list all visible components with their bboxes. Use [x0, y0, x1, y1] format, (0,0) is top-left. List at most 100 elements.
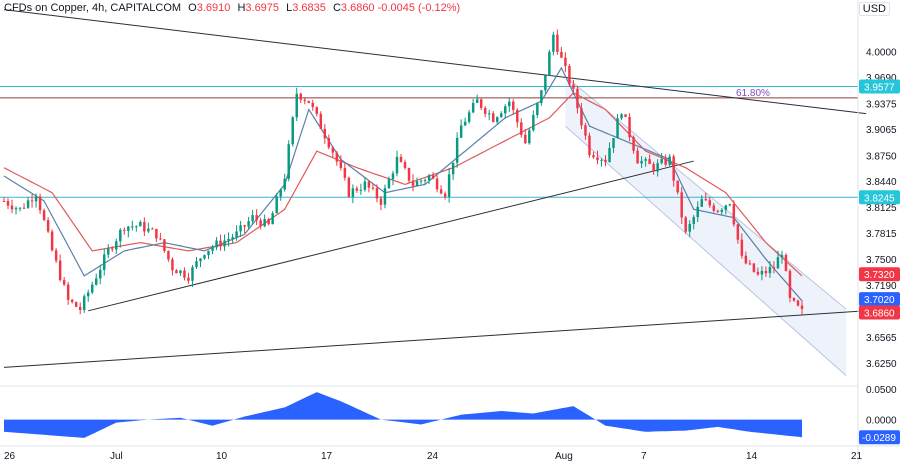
candle-body [788, 271, 792, 298]
trendline[interactable] [3, 310, 867, 368]
open-value: 3.6910 [196, 2, 231, 14]
high-value: 3.6975 [245, 2, 280, 14]
price-label-text: 3.9577 [864, 82, 895, 93]
candle-body [219, 240, 222, 247]
time-tick-label: Jul [110, 451, 123, 462]
candle-body [227, 238, 230, 241]
chart-header: CFDs on Copper, 4h, CAPITALCOM O3.6910 H… [4, 2, 460, 14]
price-label-text: 3.8245 [864, 193, 895, 204]
candle-body [239, 225, 242, 232]
candle-body [664, 158, 667, 165]
price-label-badge [859, 79, 900, 94]
candle-body [10, 205, 14, 210]
candle-body [34, 196, 38, 202]
candle-body [512, 101, 515, 110]
candle-body [78, 306, 82, 311]
time-tick-label: 14 [746, 451, 758, 462]
candle-body [796, 300, 800, 306]
candle-body [295, 93, 298, 118]
candle-body [708, 200, 712, 206]
price-label-badge [859, 190, 900, 205]
candle-body [740, 239, 744, 256]
candle-body [756, 271, 760, 275]
candle-body [99, 269, 102, 279]
candle-body [524, 134, 527, 144]
price-tick-label: 3.7190 [866, 281, 897, 292]
candle-body [780, 254, 784, 258]
candle-body [459, 125, 463, 138]
candle-body [572, 84, 575, 89]
price-tick-label: 3.6250 [866, 359, 897, 370]
candle-body [46, 220, 50, 232]
currency-button[interactable]: USD [858, 2, 890, 16]
candle-body [407, 168, 411, 181]
channel-fill [565, 76, 847, 376]
candle-body [54, 250, 58, 261]
candle-body [584, 125, 587, 136]
candle-body [111, 248, 114, 250]
candle-body [423, 180, 427, 182]
candle-body [359, 189, 363, 191]
candle-body [347, 177, 351, 197]
candle-body [580, 108, 583, 126]
candle-body [536, 103, 539, 116]
fib-level-label: 61.80% [736, 88, 770, 99]
candle-body [508, 101, 511, 107]
candle-body [528, 130, 531, 144]
candle-body [38, 196, 42, 211]
candle-body [776, 257, 780, 269]
oscillator-tick-label: 0.0500 [866, 385, 897, 396]
candle-body [748, 263, 752, 265]
candle-body [327, 138, 331, 148]
candle-body [784, 254, 788, 272]
candle-body [463, 121, 467, 126]
candle-body [612, 138, 615, 148]
candle-body [716, 210, 720, 212]
candle-body [267, 218, 270, 225]
candle-body [271, 213, 274, 225]
candle-body [351, 188, 355, 197]
candle-body [251, 215, 254, 222]
candle-body [74, 302, 78, 307]
candle-body [42, 210, 46, 221]
candle-body [291, 117, 294, 145]
channel-line[interactable] [565, 125, 847, 377]
candle-body [6, 201, 10, 206]
trendline[interactable] [3, 9, 867, 115]
candle-body [487, 113, 491, 115]
time-tick-label: 21 [851, 451, 863, 462]
price-tick-label: 3.9375 [866, 99, 897, 110]
candle-body [688, 223, 691, 232]
price-tick-label: 3.9690 [866, 73, 897, 84]
candle-body [14, 208, 18, 210]
candle-body [303, 99, 306, 101]
candle-body [379, 198, 383, 205]
candle-body [752, 263, 756, 272]
candle-body [692, 217, 695, 224]
candle-body [471, 102, 475, 113]
candle-body [26, 200, 30, 208]
candle-body [371, 187, 375, 189]
candle-body [163, 239, 166, 251]
candle-body [255, 215, 258, 221]
candle-body [131, 226, 134, 228]
candle-body [403, 162, 407, 169]
candle-body [544, 75, 547, 91]
time-tick-label: 10 [216, 451, 228, 462]
candle-body [399, 156, 403, 163]
candle-body [70, 299, 74, 303]
candle-body [800, 305, 804, 310]
candle-body [323, 128, 327, 139]
price-tick-label: 3.9065 [866, 125, 897, 136]
candle-body [66, 284, 70, 300]
candle-body [259, 220, 262, 227]
candle-body [616, 118, 619, 139]
candle-body [299, 93, 302, 100]
candle-body [636, 150, 639, 164]
candle-body [139, 221, 142, 227]
trendline[interactable] [88, 160, 694, 312]
candle-body [491, 113, 495, 122]
candle-body [319, 113, 323, 129]
oscillator-value-label: -0.0289 [862, 433, 896, 444]
